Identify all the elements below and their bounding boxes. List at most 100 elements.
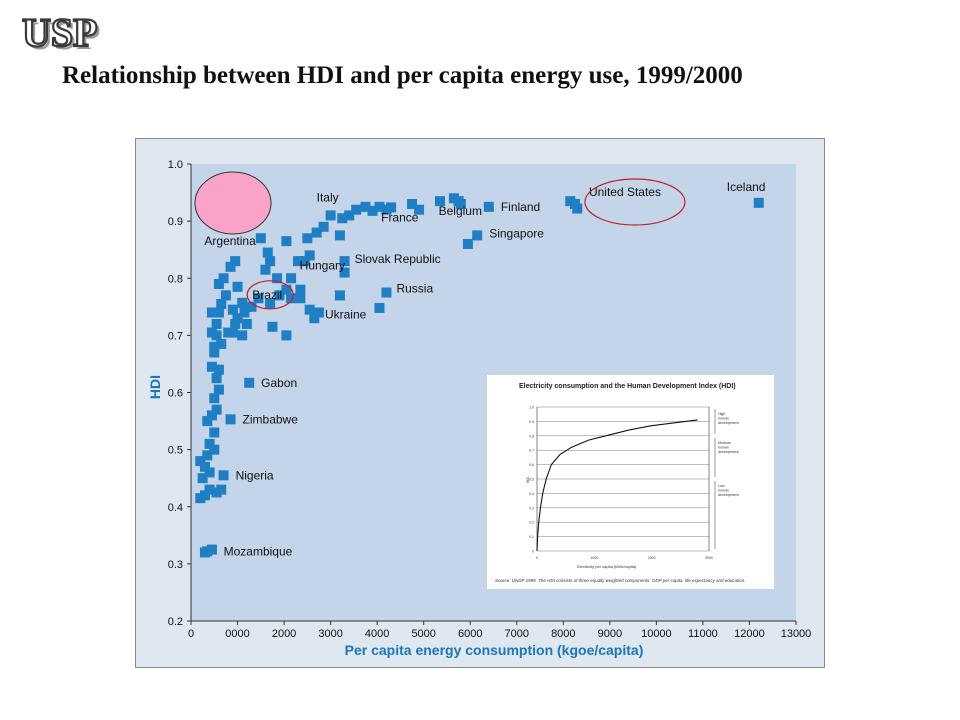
inset-band-label: development [718,450,739,454]
inset-band-label: Low [718,484,725,488]
data-point [225,414,236,425]
y-tick-label: 0.5 [168,445,183,457]
x-tick-label: 11000 [688,628,718,640]
data-point [274,290,285,301]
data-point [334,230,345,241]
data-point [218,470,229,481]
data-point [337,213,348,224]
data-point [262,247,273,258]
data-point [295,284,306,295]
data-point [374,201,385,212]
y-tick-label: 0.6 [168,388,183,400]
data-point [206,361,217,372]
data-point [211,404,222,415]
data-point [216,338,227,349]
data-point [367,205,378,216]
data-point [211,487,222,498]
data-point [318,221,329,232]
data-point [265,298,276,309]
data-point [202,416,213,427]
inset-y-tick-label: 0.5 [529,478,534,482]
label-france: France [381,210,419,224]
inset-band-label: development [718,493,739,497]
inset-x-tick-label: 3000 [705,556,713,560]
label-ukraine: Ukraine [325,308,367,322]
data-point [325,210,336,221]
data-point [302,233,313,244]
data-point [572,203,583,214]
data-point [267,321,278,332]
label-zimbabwe: Zimbabwe [243,412,299,426]
inset-x-axis-title: Electricity per capita (kWh/capita) [577,564,637,569]
x-tick-label: 8000 [551,628,575,640]
data-points [195,193,764,558]
data-point [209,347,220,358]
annotation-overlays [194,171,686,310]
y-tick-label: 0.3 [168,559,183,571]
data-point [255,233,266,244]
y-tick-label: 0.8 [168,273,183,285]
data-point [281,284,292,295]
inset-chart-svg: 0 0.1 0.2 0.3 0.4 0.5 0.6 0.7 0.8 0.9 1.0 0 1000 2000… [526,406,739,561]
data-point [260,264,271,275]
pink-circle-marker [194,171,272,235]
data-point [241,318,252,329]
data-point [339,256,350,267]
logo-shadow-text: USP [25,13,101,58]
data-point [204,438,215,449]
x-tick-label: 6000 [458,628,482,640]
x-tick-label: 10000 [641,628,672,640]
y-axis-ticks: 0.2 0.3 0.4 0.5 0.6 0.7 0.8 0.9 1.0 [168,159,191,628]
data-point [281,236,292,247]
data-point [339,267,350,278]
data-point [381,287,392,298]
x-tick-label: 0000 [225,628,249,640]
data-point [304,304,315,315]
data-point [211,373,222,384]
x-tick-label: 9000 [598,628,622,640]
data-point [213,384,224,395]
data-point [414,204,425,215]
y-tick-label: 0.9 [168,216,183,228]
inset-band-label: High [718,412,725,416]
y-axis-title: HDI [147,375,163,399]
x-tick-label: 4000 [365,628,389,640]
data-point [304,250,315,261]
data-point [374,302,385,313]
label-finland: Finland [501,200,540,214]
data-point [239,307,250,318]
data-point [199,461,210,472]
inset-y-tick-label: 0.3 [529,506,534,510]
inset-y-tick-label: 0.4 [529,492,534,496]
label-hungary: Hungary [300,258,345,272]
x-tick-label: 12000 [734,628,765,640]
x-tick-label: 0 [188,628,194,640]
logo-text: USP [22,10,98,55]
inset-x-tick-label: 0 [536,556,538,560]
data-point [202,450,213,461]
label-iceland: Iceland [727,180,766,194]
data-point [300,256,311,267]
data-point [241,301,252,312]
inset-y-tick-label: 0.8 [529,434,534,438]
data-point [448,193,459,204]
y-tick-label: 1.0 [168,159,183,171]
data-point [344,210,355,221]
data-point [223,327,234,338]
data-point [209,393,220,404]
inset-band-label: human [718,489,729,493]
inset-band-label: human [718,445,729,449]
inset-x-tick-label: 1000 [590,556,598,560]
brazil-highlight-circle [246,280,294,310]
inset-hdi-curve [536,419,698,552]
country-labels: Iceland United States Finland Belgium France… [204,180,765,558]
inset-y-tick-label: 0.9 [529,420,534,424]
data-point [753,197,764,208]
inset-y-tick-label: 0.2 [529,521,534,525]
label-gabon: Gabon [261,376,297,390]
inset-band-label: Medium [718,441,731,445]
data-point [213,364,224,375]
inset-y-axis-title: HDI [526,477,530,483]
data-point [227,304,238,315]
data-point [216,298,227,309]
